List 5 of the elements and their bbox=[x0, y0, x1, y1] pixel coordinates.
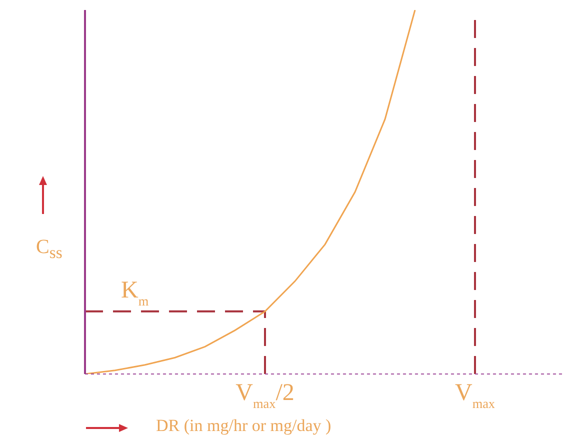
y-axis-title: C$_{ss}$ bbox=[36, 236, 62, 263]
x-tick-label: V$_{max}$ bbox=[454, 380, 496, 410]
ref-line-label: K$_{m}$ bbox=[121, 277, 150, 308]
x-tick-label: V$_{max}$/2 bbox=[236, 380, 294, 410]
x-axis-title: DR (in mg/hr or mg/day ) bbox=[156, 416, 332, 436]
